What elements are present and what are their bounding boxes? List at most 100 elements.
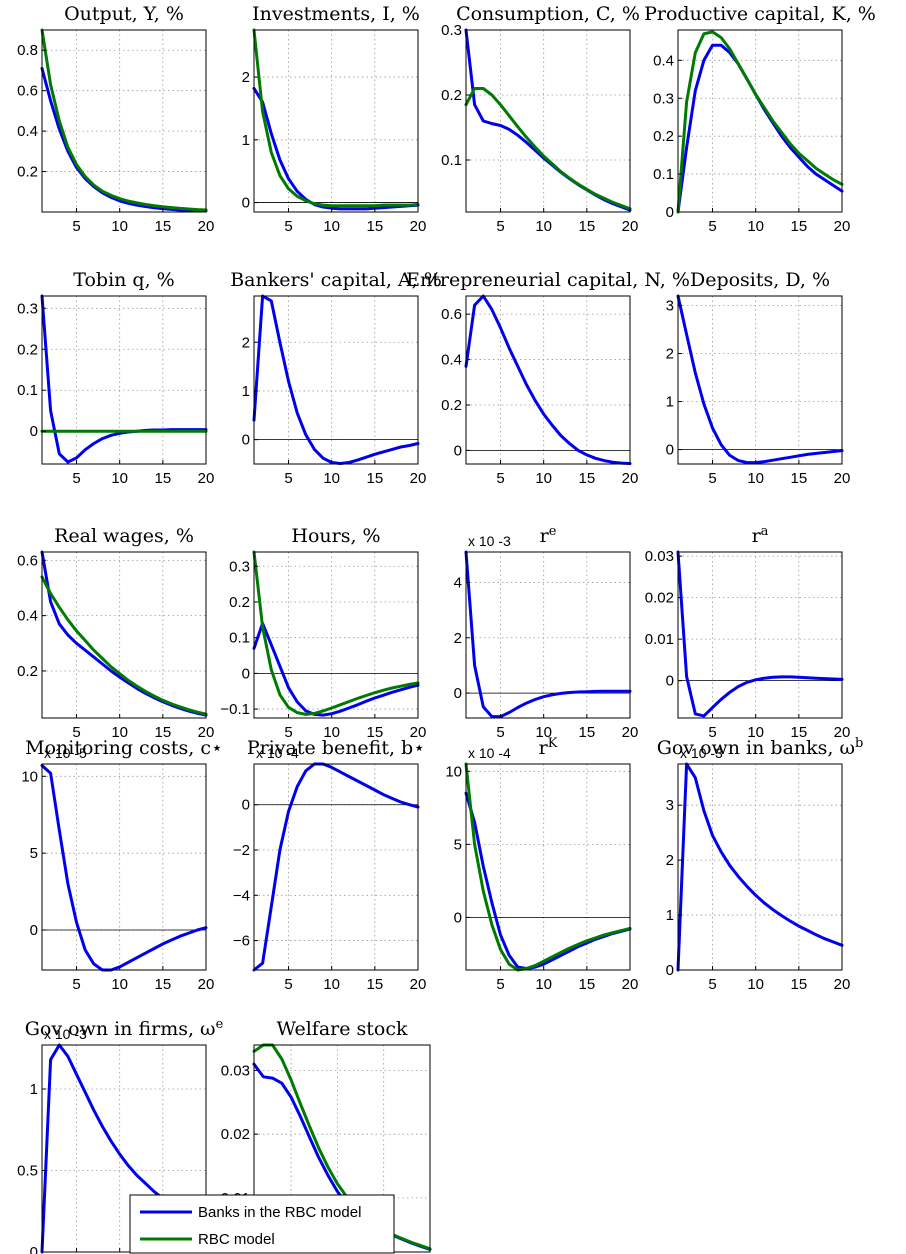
y-tick-label: 0 [666,204,674,221]
panel-8: 5 10 15 20 0.2 0.4 0.6 Real wages, % [17,525,214,741]
x-tick-label: 10 [747,470,764,487]
x-tick-label: 5 [496,976,504,993]
series-rbc [252,550,420,716]
y-tick-label: 1 [242,132,250,149]
x-tick-label: 10 [535,724,552,741]
y-tick-label: −0.1 [220,701,250,718]
legend-box [129,1194,395,1254]
axes-box [253,295,419,465]
x-tick-label: 15 [578,724,595,741]
y-tick-label: 2 [666,852,674,869]
panel-title: Monitoring costs, c⋆ [25,737,223,759]
x-tick-label: 10 [323,724,340,741]
panel-3: 5 10 15 20 0 0.1 0.2 0.3 0.4 Productive capital, … [644,3,876,235]
panel-title: Investments, I, % [252,3,420,25]
series-banks [676,43,844,214]
y-tick-label: −6 [233,933,250,950]
series-rbc [464,762,632,972]
x-tick-label: 20 [198,724,215,741]
panel-title: Gov own in firms, ωe [25,1017,224,1040]
y-tick-label: 0.01 [645,631,674,648]
y-tick-label: 4 [454,574,462,591]
series-rbc [464,87,632,211]
x-tick-label: 5 [708,976,716,993]
x-tick-label: 5 [284,724,292,741]
x-tick-label: 5 [284,218,292,235]
x-tick-label: 10 [323,976,340,993]
panel-title: Hours, % [291,525,380,547]
series-banks [40,66,208,213]
x-tick-label: 10 [535,218,552,235]
y-tick-label: 10 [21,768,38,785]
y-tick-label: 0.1 [17,382,38,399]
axes-box [41,29,207,213]
series-banks [40,764,208,972]
axes-box [41,1044,207,1253]
x-tick-label: 15 [366,976,383,993]
x-tick-label: 5 [708,724,716,741]
series-rbc [676,30,844,214]
x-tick-label: 15 [790,470,807,487]
x-tick-label: 15 [154,470,171,487]
y-tick-label: 2 [242,69,250,86]
x-tick-label: 20 [198,470,215,487]
legend: Banks in the RBC model RBC model [129,1194,395,1254]
panel-title: Bankers' capital, A, % [230,269,442,291]
panel-7: 5 10 15 20 0 1 2 3 Deposits, D, % [666,269,851,487]
x-tick-label: 10 [535,470,552,487]
x-tick-label: 5 [72,218,80,235]
axes-box [465,295,631,465]
panel-4: 5 10 15 20 0 0.1 0.2 0.3 Tobin q, % [17,269,214,487]
x-tick-label: 20 [410,724,427,741]
axes-box [677,295,843,465]
x-tick-label: 15 [154,976,171,993]
x-tick-label: 5 [72,976,80,993]
x-tick-label: 10 [747,976,764,993]
y-tick-label: 0 [454,442,462,459]
y-tick-label: 0.1 [653,166,674,183]
x-tick-label: 20 [410,976,427,993]
y-tick-label: 0.4 [441,352,462,369]
legend-label-banks: Banks in the RBC model [198,1204,361,1221]
x-tick-label: 15 [578,976,595,993]
y-tick-label: 0.2 [17,341,38,358]
x-tick-label: 15 [154,724,171,741]
y-tick-label: 1 [666,394,674,411]
panel-title: re [540,524,557,547]
y-tick-label: 0.3 [653,90,674,107]
x-tick-label: 10 [111,218,128,235]
panel-title: Gov own in banks, ωb [657,736,864,759]
y-tick-label: 0 [30,922,38,939]
y-tick-label: 0.4 [17,123,38,140]
y-tick-label: 0.4 [653,52,674,69]
panel-0: 5 10 15 20 0.2 0.4 0.6 0.8 Output, Y, % [17,3,214,235]
x-tick-label: 20 [622,470,639,487]
x-tick-label: 20 [834,724,851,741]
axis-multiplier: x 10 -4 [256,745,299,761]
axes-box [253,551,419,719]
panel-title: Tobin q, % [73,269,174,291]
x-tick-label: 10 [111,470,128,487]
y-tick-label: 0 [666,442,674,459]
axes-box [253,763,419,971]
y-tick-label: 0.1 [441,152,462,169]
panel-title: Productive capital, K, % [644,3,876,25]
y-tick-label: 1 [666,907,674,924]
legend-label-rbc: RBC model [198,1231,275,1248]
y-tick-label: 0.2 [653,128,674,145]
x-tick-label: 15 [154,218,171,235]
axes-box [677,551,843,719]
x-tick-label: 15 [790,218,807,235]
axes-box [465,551,631,719]
y-tick-label: 10 [445,763,462,780]
axes-box [677,29,843,213]
series-banks [464,28,632,212]
x-tick-label: 20 [410,470,427,487]
axis-multiplier: x 10 -3 [468,533,511,549]
y-tick-label: 0 [242,665,250,682]
